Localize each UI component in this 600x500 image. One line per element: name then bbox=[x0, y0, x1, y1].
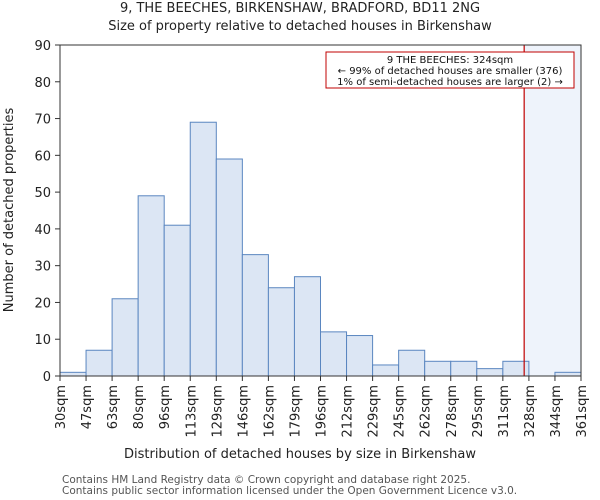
x-tick-label: 162sqm bbox=[262, 385, 277, 438]
bar-80sqm bbox=[137, 195, 165, 377]
bar-295sqm bbox=[476, 368, 504, 377]
x-tick-label: 328sqm bbox=[523, 385, 538, 438]
x-tick-label: 196sqm bbox=[315, 385, 330, 438]
bar-129sqm bbox=[215, 158, 243, 377]
x-tick-label: 212sqm bbox=[341, 385, 356, 438]
x-tick-label: 96sqm bbox=[158, 385, 173, 429]
y-tick-label: 90 bbox=[34, 39, 51, 54]
x-tick-label: 47sqm bbox=[80, 385, 95, 429]
annotation-line2: ← 99% of detached houses are smaller (37… bbox=[338, 66, 563, 77]
y-tick-label: 50 bbox=[34, 186, 51, 201]
y-ticks-group: 0 10 20 30 40 50 60 70 80 90 bbox=[34, 39, 60, 385]
x-tick-label: 129sqm bbox=[210, 385, 225, 438]
bar-229sqm bbox=[372, 364, 400, 377]
bar-212sqm bbox=[346, 335, 374, 377]
bar-113sqm bbox=[189, 121, 217, 377]
bar-196sqm bbox=[320, 331, 348, 377]
x-tick-label: 295sqm bbox=[471, 385, 486, 438]
bar-262sqm bbox=[424, 360, 452, 377]
y-tick-label: 10 bbox=[34, 333, 51, 348]
chart-title-line2: Size of property relative to detached ho… bbox=[108, 19, 492, 34]
footer-line2: Contains public sector information licen… bbox=[62, 485, 517, 497]
bars-group bbox=[59, 121, 582, 377]
x-tick-label: 262sqm bbox=[419, 385, 434, 438]
bar-30sqm bbox=[59, 371, 87, 377]
x-tick-label: 229sqm bbox=[367, 385, 382, 438]
y-tick-label: 30 bbox=[34, 260, 51, 275]
bar-344sqm bbox=[554, 371, 582, 377]
annotation-line1: 9 THE BEECHES: 324sqm bbox=[387, 55, 513, 66]
y-tick-label: 0 bbox=[43, 370, 51, 385]
x-tick-label: 113sqm bbox=[184, 385, 199, 438]
x-axis-label: Distribution of detached houses by size … bbox=[124, 447, 476, 462]
bar-96sqm bbox=[163, 224, 191, 377]
bar-245sqm bbox=[398, 349, 426, 377]
x-tick-label: 146sqm bbox=[236, 385, 251, 438]
larger-region-highlight bbox=[524, 45, 581, 376]
y-tick-label: 20 bbox=[34, 296, 51, 311]
chart-title-line1: 9, THE BEECHES, BIRKENSHAW, BRADFORD, BD… bbox=[120, 1, 480, 16]
bar-179sqm bbox=[293, 276, 322, 377]
x-tick-label: 361sqm bbox=[575, 385, 590, 438]
y-tick-label: 70 bbox=[34, 113, 51, 128]
y-tick-label: 60 bbox=[34, 149, 51, 164]
bar-47sqm bbox=[85, 349, 113, 377]
x-tick-label: 30sqm bbox=[54, 385, 69, 429]
y-tick-label: 80 bbox=[34, 76, 51, 91]
y-tick-label: 40 bbox=[34, 223, 51, 238]
bar-146sqm bbox=[241, 254, 269, 377]
x-tick-label: 80sqm bbox=[132, 385, 147, 429]
x-ticks-group: 30sqm 47sqm 63sqm 80sqm 96sqm 113sqm 129sqm 146… bbox=[54, 376, 590, 438]
x-tick-label: 63sqm bbox=[106, 385, 121, 429]
footer-line1: Contains HM Land Registry data © Crown c… bbox=[62, 474, 470, 486]
x-tick-label: 311sqm bbox=[497, 385, 512, 438]
y-axis-label: Number of detached properties bbox=[2, 108, 17, 313]
bar-311sqm bbox=[502, 360, 530, 377]
bar-278sqm bbox=[450, 360, 478, 377]
x-tick-label: 179sqm bbox=[288, 385, 303, 438]
x-tick-label: 245sqm bbox=[393, 385, 408, 438]
annotation-line3: 1% of semi-detached houses are larger (2… bbox=[337, 77, 563, 88]
annotation-box bbox=[325, 51, 575, 89]
x-tick-label: 344sqm bbox=[549, 385, 564, 438]
bar-162sqm bbox=[267, 287, 295, 377]
bar-63sqm bbox=[111, 298, 139, 377]
x-tick-label: 278sqm bbox=[445, 385, 460, 438]
